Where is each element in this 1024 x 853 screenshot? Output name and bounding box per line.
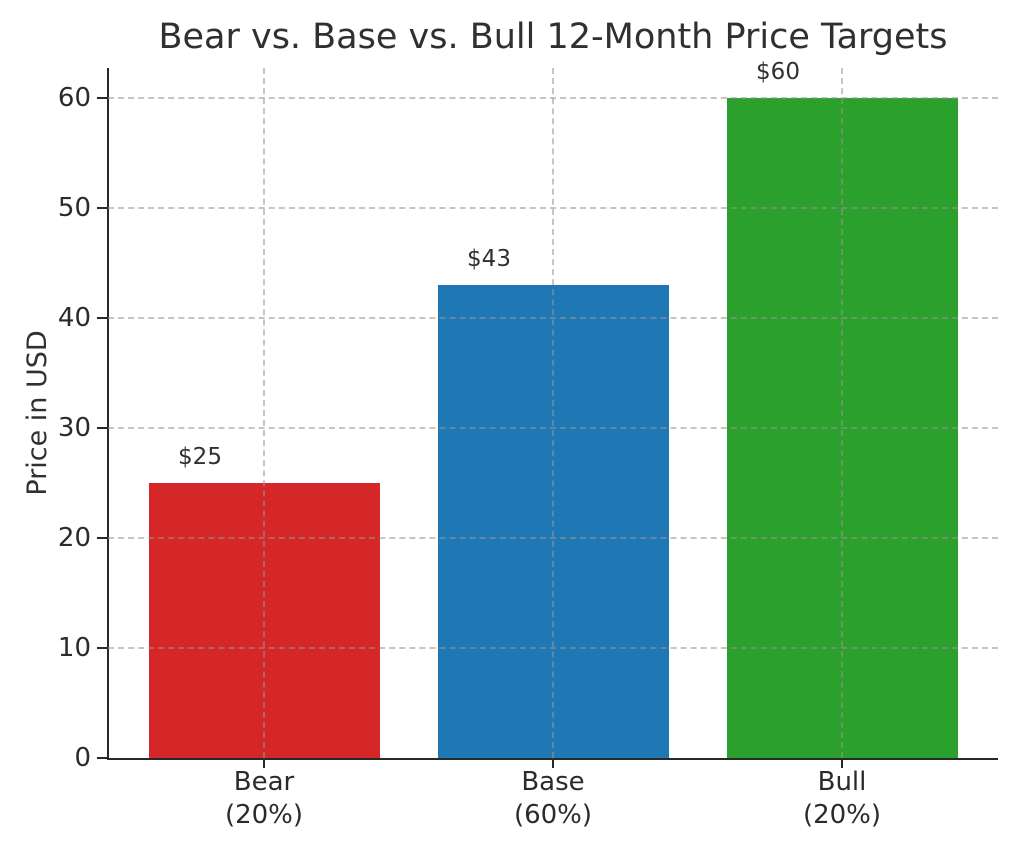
- x-gridline: [841, 68, 843, 758]
- bar-value-label: $60: [756, 59, 800, 85]
- y-tick-mark: [97, 207, 107, 209]
- y-tick-mark: [97, 757, 107, 759]
- y-axis-spine: [107, 68, 109, 760]
- bar-value-label: $25: [178, 444, 222, 470]
- y-tick-label: 40: [57, 303, 91, 333]
- y-tick-mark: [97, 427, 107, 429]
- category-name: Bull: [817, 767, 867, 797]
- y-tick-label: 20: [57, 523, 91, 553]
- y-tick-mark: [97, 317, 107, 319]
- plot-area: $25 $43 $60: [108, 59, 998, 758]
- x-tick-label-base: Base (60%): [443, 766, 663, 832]
- x-tick-mark: [841, 760, 843, 768]
- category-probability: (20%): [802, 800, 882, 830]
- y-tick-label: 50: [57, 193, 91, 223]
- y-tick-mark: [97, 647, 107, 649]
- y-tick-label: 10: [57, 633, 91, 663]
- y-tick-mark: [97, 97, 107, 99]
- bar-value-label: $43: [467, 246, 511, 272]
- x-axis-spine: [107, 758, 998, 760]
- x-tick-mark: [263, 760, 265, 768]
- category-name: Base: [521, 767, 585, 797]
- x-gridline: [552, 68, 554, 758]
- category-name: Bear: [233, 767, 295, 797]
- y-tick-label: 30: [57, 413, 91, 443]
- category-probability: (20%): [224, 800, 304, 830]
- y-tick-label: 0: [74, 743, 91, 773]
- x-tick-label-bear: Bear (20%): [154, 766, 374, 832]
- category-probability: (60%): [513, 800, 593, 830]
- y-tick-label: 60: [57, 83, 91, 113]
- x-gridline: [263, 68, 265, 758]
- chart-title: Bear vs. Base vs. Bull 12-Month Price Ta…: [158, 17, 948, 57]
- x-tick-mark: [552, 760, 554, 768]
- x-tick-label-bull: Bull (20%): [732, 766, 952, 832]
- y-tick-mark: [97, 537, 107, 539]
